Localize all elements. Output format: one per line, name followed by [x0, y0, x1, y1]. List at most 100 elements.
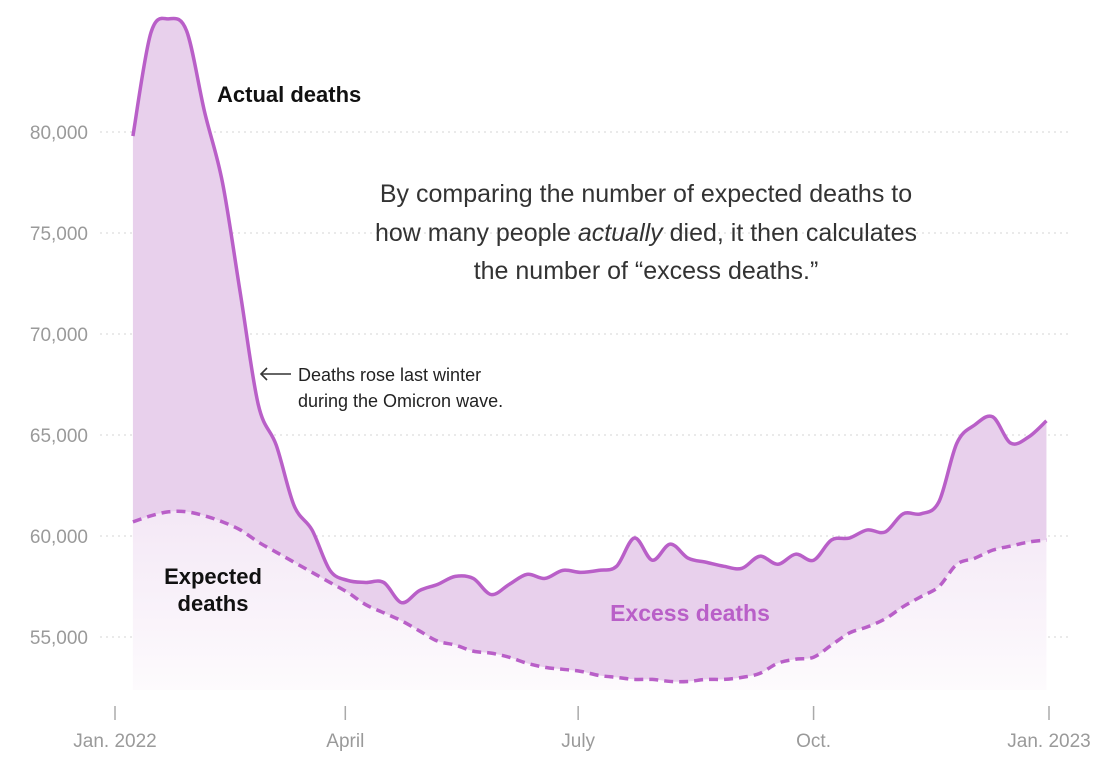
actual-deaths-point [185, 29, 189, 33]
actual-deaths-point [955, 441, 959, 445]
expected-deaths-point [740, 675, 744, 679]
expected-deaths-point [507, 655, 511, 659]
actual-deaths-point [650, 558, 654, 562]
expected-deaths-point [597, 673, 601, 677]
expected-deaths-point [561, 667, 565, 671]
y-tick-label: 55,000 [30, 628, 88, 649]
actual-deaths-line [131, 16, 1048, 605]
actual-deaths-point [400, 601, 404, 605]
actual-deaths-point [220, 181, 224, 185]
expected-deaths-point [901, 605, 905, 609]
expected-deaths-point [328, 580, 332, 584]
expected-deaths-point [632, 677, 636, 681]
y-tick-label: 75,000 [30, 224, 88, 245]
actual-deaths-point [794, 552, 798, 556]
expected-deaths-point [794, 657, 798, 661]
actual-deaths-point [973, 423, 977, 427]
expected-deaths-point [400, 619, 404, 623]
expected-deaths-point [256, 540, 260, 544]
expected-deaths-point [829, 643, 833, 647]
actual-deaths-point [274, 443, 278, 447]
actual-deaths-point [901, 512, 905, 516]
expected-deaths-point [185, 510, 189, 514]
actual-deaths-point [991, 415, 995, 419]
explanation-line1: By comparing the number of expected deat… [380, 180, 912, 208]
expected-deaths-point [991, 548, 995, 552]
explanation-line2: how many people actually died, it then c… [375, 219, 917, 247]
expected-deaths-point [238, 528, 242, 532]
actual-deaths-point [418, 589, 422, 593]
actual-deaths-point [704, 560, 708, 564]
actual-deaths-point [919, 512, 923, 516]
expected-deaths-point [847, 631, 851, 635]
expected-deaths-point [149, 514, 153, 518]
omicron-annotation-line2: during the Omicron wave. [298, 391, 503, 411]
expected-deaths-point [346, 591, 350, 595]
actual-deaths-point [632, 536, 636, 540]
y-tick-label: 80,000 [30, 123, 88, 144]
actual-deaths-point [364, 580, 368, 584]
y-tick-label: 65,000 [30, 426, 88, 447]
expected-deaths-point [579, 669, 583, 673]
actual-deaths-point [256, 403, 260, 407]
actual-deaths-point [543, 576, 547, 580]
expected-deaths-point [167, 510, 171, 514]
actual-deaths-point [1009, 441, 1013, 445]
expected-deaths-point [418, 629, 422, 633]
expected-deaths-label-line1: Expected [164, 564, 262, 589]
actual-deaths-point [740, 566, 744, 570]
expected-deaths-point [489, 651, 493, 655]
explanation-line2-b: died, it then calculates [663, 219, 917, 247]
expected-deaths-point [471, 649, 475, 653]
actual-deaths-point [883, 530, 887, 534]
expected-deaths-point [310, 570, 314, 574]
expected-deaths-point [1044, 538, 1048, 542]
explanation-line3: the number of “excess deaths.” [474, 257, 819, 285]
actual-deaths-point [435, 582, 439, 586]
expected-deaths-point [758, 671, 762, 675]
omicron-annotation-line1: Deaths rose last winter [298, 365, 481, 385]
explanation-line2-a: how many people [375, 219, 578, 247]
expected-deaths-point [776, 661, 780, 665]
expected-deaths-label-line2: deaths [178, 591, 249, 616]
expected-deaths-area [132, 511, 1047, 690]
actual-deaths-point [776, 562, 780, 566]
actual-deaths-point [579, 570, 583, 574]
actual-deaths-point [131, 134, 135, 138]
actual-deaths-label: Actual deaths [217, 82, 361, 107]
actual-deaths-point [489, 593, 493, 597]
expected-deaths-point [203, 514, 207, 518]
expected-deaths-point [220, 520, 224, 524]
expected-deaths-point [364, 603, 368, 607]
arrow-left-icon [259, 367, 291, 381]
actual-deaths-point [453, 574, 457, 578]
actual-deaths-point [686, 556, 690, 560]
expected-deaths-point [883, 617, 887, 621]
excess-deaths-label: Excess deaths [610, 600, 770, 626]
expected-deaths-point [1009, 544, 1013, 548]
x-tick-label: Jan. 2023 [1007, 731, 1090, 752]
y-tick-label: 70,000 [30, 325, 88, 346]
actual-deaths-point [167, 17, 171, 21]
expected-deaths-line [132, 509, 1047, 684]
actual-deaths-point [310, 528, 314, 532]
expected-deaths-point [274, 550, 278, 554]
actual-deaths-point [561, 568, 565, 572]
expected-deaths-point [131, 520, 135, 524]
actual-deaths-point [382, 580, 386, 584]
actual-deaths-point [238, 292, 242, 296]
actual-deaths-point [471, 576, 475, 580]
expected-deaths-point [973, 556, 977, 560]
actual-deaths-point [1044, 419, 1048, 423]
expected-deaths-point [919, 595, 923, 599]
expected-deaths-point [615, 675, 619, 679]
x-tick-label: Oct. [796, 731, 831, 752]
expected-deaths-point [525, 661, 529, 665]
actual-deaths-point [507, 582, 511, 586]
actual-deaths-point [847, 536, 851, 540]
x-tick-label: April [326, 731, 364, 752]
actual-deaths-point [328, 568, 332, 572]
expected-deaths-point [722, 677, 726, 681]
actual-deaths-point [615, 564, 619, 568]
